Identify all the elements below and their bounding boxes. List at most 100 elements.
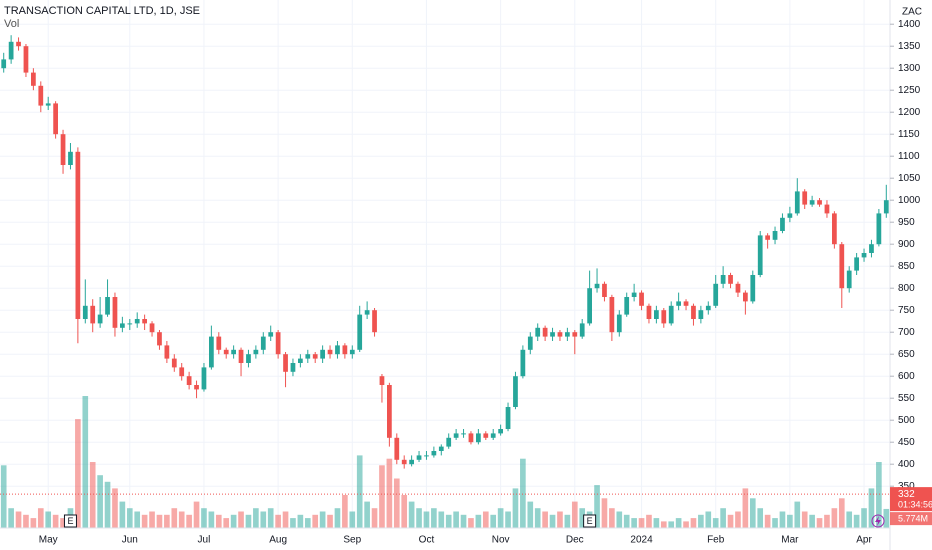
- earnings-label: E: [67, 516, 73, 526]
- candle-body: [639, 292, 644, 306]
- volume-bar: [371, 508, 378, 528]
- volume-bar: [749, 498, 756, 528]
- volume-bar: [475, 514, 482, 528]
- volume-bar: [75, 419, 81, 528]
- candle-body: [357, 314, 363, 350]
- volume-bar: [712, 518, 719, 528]
- volume-bar: [735, 511, 741, 528]
- candle-body: [579, 323, 585, 337]
- candle-body: [654, 310, 659, 319]
- volume-bar: [623, 514, 630, 528]
- candle-body: [846, 270, 852, 289]
- candles: [1, 35, 889, 469]
- y-tick-label: 650: [898, 349, 915, 360]
- volume-bar: [423, 511, 430, 528]
- candle-body: [772, 231, 778, 240]
- x-tick-label: Jul: [198, 535, 211, 546]
- volume-bar: [208, 511, 215, 528]
- candle-body: [832, 213, 837, 245]
- candle-body: [520, 349, 526, 377]
- volume-bar: [764, 514, 771, 528]
- volume-bar: [304, 518, 311, 528]
- candle-body: [379, 376, 385, 385]
- candle-body: [416, 455, 422, 460]
- volume-bar: [861, 508, 867, 528]
- volume-bar: [638, 518, 645, 528]
- volume-bar: [104, 481, 111, 528]
- candle-body: [231, 349, 236, 355]
- candle-body: [468, 433, 474, 443]
- volume-bar: [787, 514, 793, 528]
- volume-bar: [690, 518, 697, 528]
- y-tick-label: 1300: [898, 63, 921, 74]
- y-tick-label: 700: [898, 327, 915, 338]
- candle-body: [883, 200, 889, 214]
- volume-bar: [453, 511, 459, 528]
- candle-body: [23, 46, 29, 73]
- volume-bar: [742, 488, 749, 528]
- volume-bar: [201, 508, 207, 528]
- volume-bar: [609, 508, 615, 528]
- candle-body: [105, 297, 110, 315]
- volume-bar: [505, 511, 511, 528]
- candle-body: [839, 244, 845, 289]
- candle-body: [53, 103, 58, 135]
- volume-bar: [260, 511, 267, 528]
- candle-body: [409, 459, 414, 465]
- candle-body: [705, 305, 711, 311]
- volume-bar: [134, 511, 141, 528]
- volume-bar: [876, 462, 882, 528]
- volume-bar: [490, 514, 497, 528]
- volume-bar: [816, 518, 823, 528]
- candle-body: [223, 349, 229, 355]
- volume-bar: [512, 488, 519, 528]
- candle-body: [676, 301, 681, 306]
- volume-bar: [267, 508, 274, 528]
- volume-bar: [460, 514, 467, 528]
- volume-bar: [468, 518, 474, 528]
- candle-body: [387, 385, 392, 438]
- countdown-label: 01:34:56: [898, 499, 932, 509]
- volume-bar: [393, 478, 400, 528]
- candle-body: [246, 354, 251, 363]
- candle-body: [60, 134, 66, 165]
- candle-body: [817, 200, 822, 205]
- y-tick-label: 1100: [898, 151, 920, 162]
- volume-bar: [171, 508, 178, 528]
- candle-body: [861, 253, 867, 258]
- candle-body: [120, 323, 125, 328]
- x-tick-label: Jun: [122, 535, 138, 546]
- volume-bar: [445, 514, 452, 528]
- volume-bar: [30, 518, 37, 528]
- volume-bar: [149, 511, 155, 528]
- volume-pane: [0, 396, 890, 528]
- earnings-marker[interactable]: [583, 514, 597, 528]
- candle-body: [557, 332, 563, 337]
- earnings-marker[interactable]: [63, 514, 77, 528]
- volume-label: Vol: [4, 18, 19, 30]
- volume-bar: [275, 514, 281, 528]
- volume-bar: [720, 508, 726, 528]
- volume-bar: [141, 514, 148, 528]
- alert-icon[interactable]: [871, 514, 885, 528]
- candle-body: [401, 459, 407, 465]
- volume-bar: [178, 511, 185, 528]
- candle-body: [527, 336, 533, 350]
- candle-body: [476, 433, 481, 443]
- volume-bar: [186, 514, 192, 528]
- candle-body: [283, 354, 288, 372]
- y-tick-label: 350: [898, 481, 915, 492]
- y-tick-label: 400: [898, 459, 915, 470]
- volume-bar: [0, 465, 7, 528]
- candle-body: [268, 332, 274, 337]
- volume-bar: [794, 501, 801, 528]
- volume-bar: [824, 514, 830, 528]
- volume-bar: [112, 488, 118, 528]
- candle-body: [335, 345, 340, 355]
- volume-bar: [616, 511, 623, 528]
- volume-bar: [416, 508, 422, 528]
- y-tick-label: 750: [898, 305, 915, 316]
- candle-body: [787, 213, 793, 218]
- candle-body: [327, 349, 333, 355]
